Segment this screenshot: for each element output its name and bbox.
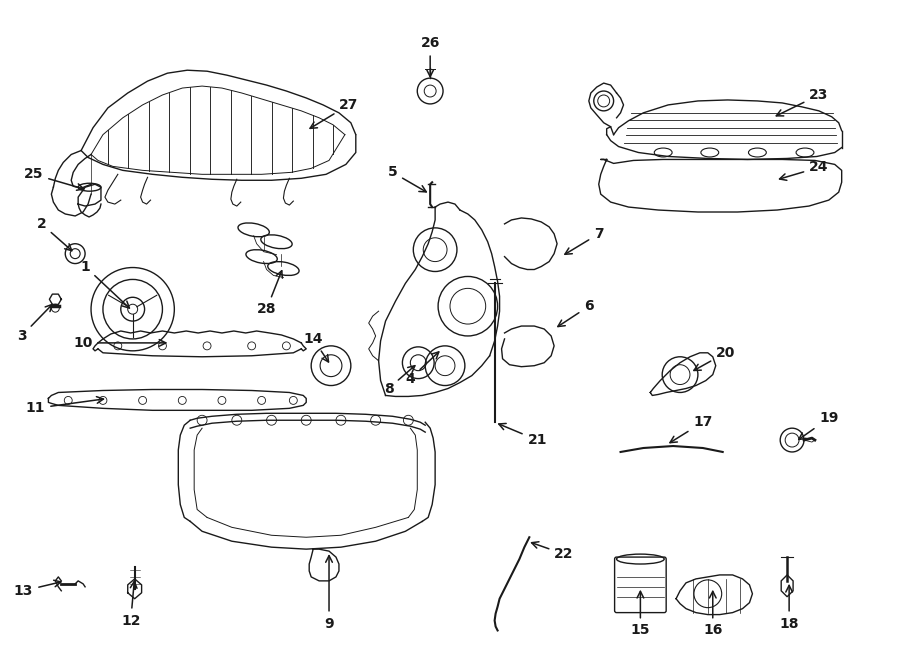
Text: 5: 5: [388, 165, 427, 192]
Text: 13: 13: [14, 580, 61, 598]
Text: 22: 22: [532, 542, 574, 561]
Text: 24: 24: [779, 161, 829, 180]
Text: 8: 8: [383, 366, 415, 395]
Text: 23: 23: [777, 88, 829, 116]
Text: 14: 14: [303, 332, 328, 362]
Text: 7: 7: [565, 227, 604, 254]
Text: 10: 10: [74, 336, 166, 350]
Text: 25: 25: [23, 167, 84, 190]
Text: 21: 21: [499, 424, 547, 447]
Text: 15: 15: [631, 592, 650, 637]
Text: 26: 26: [420, 36, 440, 77]
Text: 17: 17: [670, 415, 713, 443]
Text: 28: 28: [256, 271, 283, 316]
Text: 1: 1: [80, 260, 130, 308]
Text: 20: 20: [694, 346, 735, 370]
Text: 12: 12: [121, 582, 140, 627]
Text: 9: 9: [324, 556, 334, 631]
Text: 19: 19: [798, 411, 839, 440]
Text: 3: 3: [17, 305, 52, 343]
Text: 4: 4: [406, 352, 439, 385]
Text: 18: 18: [779, 586, 799, 631]
Text: 27: 27: [310, 98, 358, 128]
Text: 6: 6: [558, 299, 594, 327]
Text: 11: 11: [26, 397, 104, 415]
Text: 2: 2: [37, 217, 72, 251]
Text: 16: 16: [703, 592, 723, 637]
